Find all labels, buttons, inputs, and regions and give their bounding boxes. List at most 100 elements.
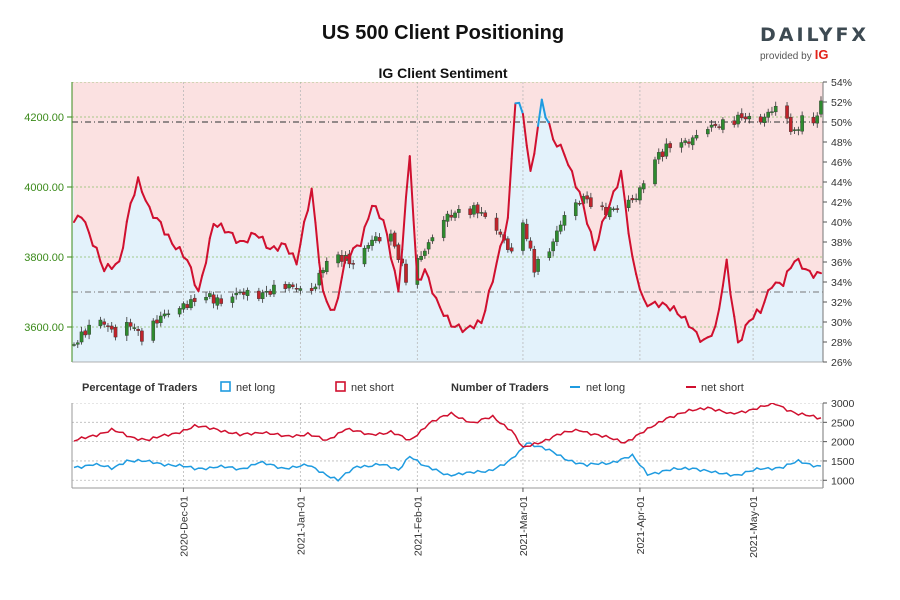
candle: [739, 113, 744, 119]
candle: [796, 129, 801, 131]
sentiment-segment: [340, 255, 347, 279]
candle: [151, 320, 156, 341]
pct-tick-label: 32%: [831, 297, 852, 309]
candle: [392, 232, 397, 247]
sentiment-segment: [472, 319, 479, 330]
candle: [747, 115, 752, 120]
pct-tick-label: 26%: [831, 357, 852, 369]
legend: Percentage of Traders net long net short Nu…: [82, 381, 744, 394]
candle: [264, 291, 269, 293]
pct-tick-label: 50%: [831, 117, 852, 129]
x-tick-label: 2021-Apr-01: [635, 496, 647, 555]
sentiment-segment: [122, 220, 128, 249]
sentiment-segment: [627, 232, 634, 258]
traders-net-short-line: [73, 403, 822, 448]
sentiment-segment: [586, 222, 592, 233]
sentiment-segment: [537, 98, 543, 127]
sentiment-segment: [276, 242, 283, 252]
sentiment-segment: [601, 214, 607, 223]
candle: [615, 208, 620, 210]
sentiment-segment: [808, 269, 815, 279]
candle: [709, 124, 714, 128]
candle: [555, 230, 559, 243]
sentiment-segment: [684, 315, 690, 328]
sentiment-segment: [73, 214, 79, 223]
x-tick-label: 2021-Feb-01: [412, 496, 424, 556]
sentiment-segment: [133, 176, 140, 197]
candle: [509, 247, 514, 252]
candle: [770, 111, 774, 113]
candle: [573, 202, 578, 216]
sentiment-segment: [812, 270, 819, 279]
candle: [75, 342, 80, 345]
sentiment-segment: [246, 231, 253, 244]
sentiment-segment: [231, 232, 238, 244]
candle: [551, 241, 555, 252]
sentiment-panel: 3600.00 3800.00 4000.00 4200.00 26% 28% 30% 32%…: [24, 77, 852, 369]
candle: [181, 303, 186, 310]
sentiment-segment: [495, 245, 502, 265]
sentiment-segment: [367, 204, 374, 220]
ig-brand: IG: [814, 47, 829, 62]
candle: [230, 296, 235, 303]
candle: [87, 324, 91, 335]
candle: [641, 183, 646, 190]
candle: [638, 187, 642, 201]
candle: [260, 292, 265, 300]
sentiment-segment: [159, 221, 166, 236]
sentiment-segment: [503, 216, 509, 239]
traders-tick-label: 2500: [831, 417, 855, 429]
sentiment-segment: [525, 144, 532, 172]
pct-tick-label: 42%: [831, 197, 852, 209]
sentiment-segment: [284, 243, 291, 255]
sentiment-segment: [299, 220, 306, 246]
candle: [419, 256, 423, 260]
candle: [611, 208, 616, 211]
candle: [268, 290, 272, 295]
sentiment-segment: [620, 169, 626, 202]
candle: [762, 116, 767, 123]
candle: [472, 205, 476, 215]
candle: [426, 242, 431, 250]
candle: [336, 254, 340, 264]
sentiment-segment: [84, 221, 91, 234]
sentiment-segment: [457, 323, 464, 334]
sentiment-segment: [306, 187, 313, 212]
sentiment-segment: [405, 155, 411, 199]
candle: [287, 284, 291, 289]
candle: [717, 126, 721, 128]
candle: [340, 254, 344, 262]
traders-tick-label: 2000: [831, 437, 855, 449]
candle: [136, 329, 140, 331]
candle: [140, 330, 144, 342]
pct-tick-label: 44%: [831, 177, 852, 189]
traders-tick-label: 1500: [831, 456, 855, 468]
candle: [245, 289, 250, 296]
candle: [457, 209, 461, 213]
candle: [562, 215, 567, 226]
candle: [241, 292, 246, 295]
sentiment-segment: [563, 153, 570, 167]
sentiment-segment: [752, 308, 758, 320]
sentiment-segment: [389, 257, 396, 272]
candle: [204, 297, 208, 301]
candle: [468, 208, 472, 215]
sentiment-segment: [597, 220, 604, 241]
traders-plot-area: [72, 403, 823, 488]
sentiment-segment: [759, 301, 766, 315]
candle: [449, 214, 454, 218]
sentiment-segment: [363, 217, 370, 229]
legend-net-long-label: net long: [236, 382, 275, 394]
candle: [498, 231, 503, 235]
sentiment-segment: [816, 270, 822, 275]
sentiment-segment: [167, 233, 174, 245]
candle: [291, 284, 295, 287]
candle: [800, 115, 804, 132]
chart-subtitle: IG Client Sentiment: [378, 65, 508, 81]
x-tick-label: 2021-Jan-01: [295, 496, 307, 555]
candle: [83, 330, 88, 336]
pct-tick-label: 46%: [831, 157, 852, 169]
sentiment-segment: [197, 274, 204, 293]
sentiment-segment: [95, 246, 102, 263]
candle: [653, 159, 657, 185]
